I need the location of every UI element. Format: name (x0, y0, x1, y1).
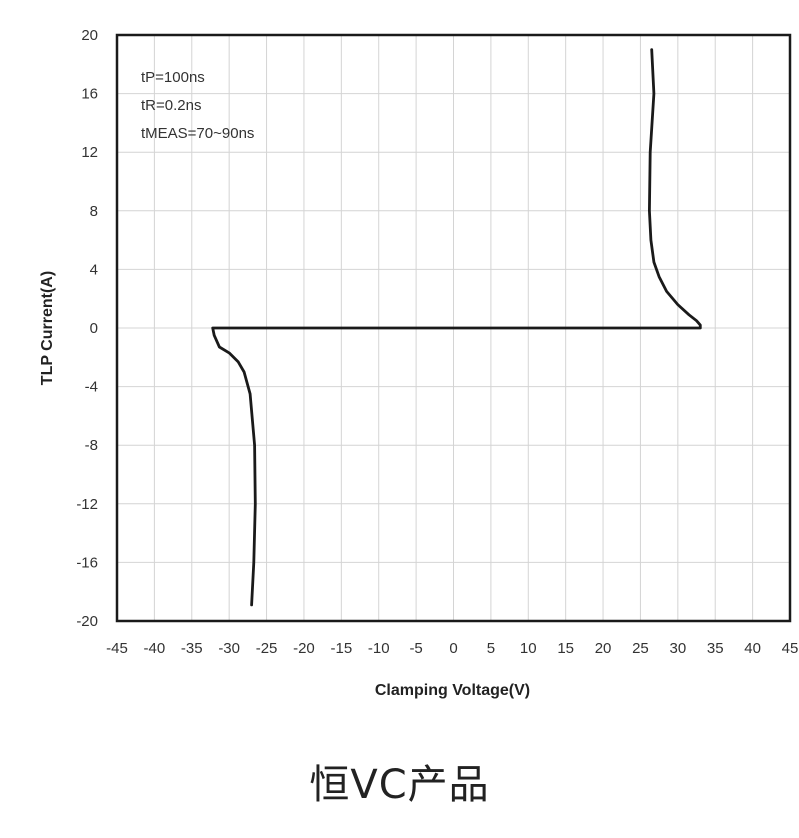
y-axis-title: TLP Current(A) (39, 271, 56, 385)
y-tick-labels: 20 16 12 8 4 0 -4 -8 -12 -16 -20 (76, 27, 98, 630)
x-tick-label: -45 (106, 640, 128, 657)
y-tick-label: 20 (81, 27, 98, 44)
x-tick-label: -40 (144, 640, 166, 657)
y-tick-label: -20 (76, 613, 98, 630)
y-tick-label: 12 (81, 144, 98, 161)
y-tick-label: -4 (85, 379, 98, 396)
y-tick-label: 0 (90, 320, 98, 337)
x-tick-label: 5 (487, 640, 495, 657)
annotation-line: tR=0.2ns (141, 97, 201, 114)
x-axis-title: Clamping Voltage(V) (375, 682, 530, 699)
x-tick-label: -35 (181, 640, 203, 657)
y-tick-label: -16 (76, 554, 98, 571)
series-layer (211, 48, 702, 607)
x-tick-label: -10 (368, 640, 390, 657)
annotation-line: tP=100ns (141, 69, 205, 86)
x-tick-label: -30 (218, 640, 240, 657)
x-tick-label: -25 (256, 640, 278, 657)
x-tick-labels: -45 -40 -35 -30 -25 -20 -15 -10 -5 0 5 10 15 20 25 30 35… (106, 640, 798, 657)
x-tick-label: 35 (707, 640, 724, 657)
y-tick-label: -12 (76, 496, 98, 513)
x-tick-label: 20 (595, 640, 612, 657)
x-tick-label: 30 (669, 640, 686, 657)
x-tick-label: 45 (782, 640, 799, 657)
x-tick-label: 15 (557, 640, 574, 657)
x-tick-label: -20 (293, 640, 315, 657)
plot-frame (115, 33, 792, 623)
caption: 恒VC产品 (309, 762, 490, 808)
x-tick-label: 10 (520, 640, 537, 657)
x-tick-label: 25 (632, 640, 649, 657)
annotation-line: tMEAS=70~90ns (141, 125, 254, 142)
y-tick-label: 8 (90, 203, 98, 220)
annotation-block: tP=100ns tR=0.2ns tMEAS=70~90ns (141, 69, 254, 142)
x-tick-label: 40 (744, 640, 761, 657)
x-tick-label: -5 (409, 640, 422, 657)
y-tick-label: 4 (90, 261, 98, 278)
y-tick-label: 16 (81, 86, 98, 103)
x-tick-label: 0 (449, 640, 457, 657)
tlp-curve-line (211, 48, 702, 607)
x-tick-label: -15 (330, 640, 352, 657)
y-tick-label: -8 (85, 437, 98, 454)
